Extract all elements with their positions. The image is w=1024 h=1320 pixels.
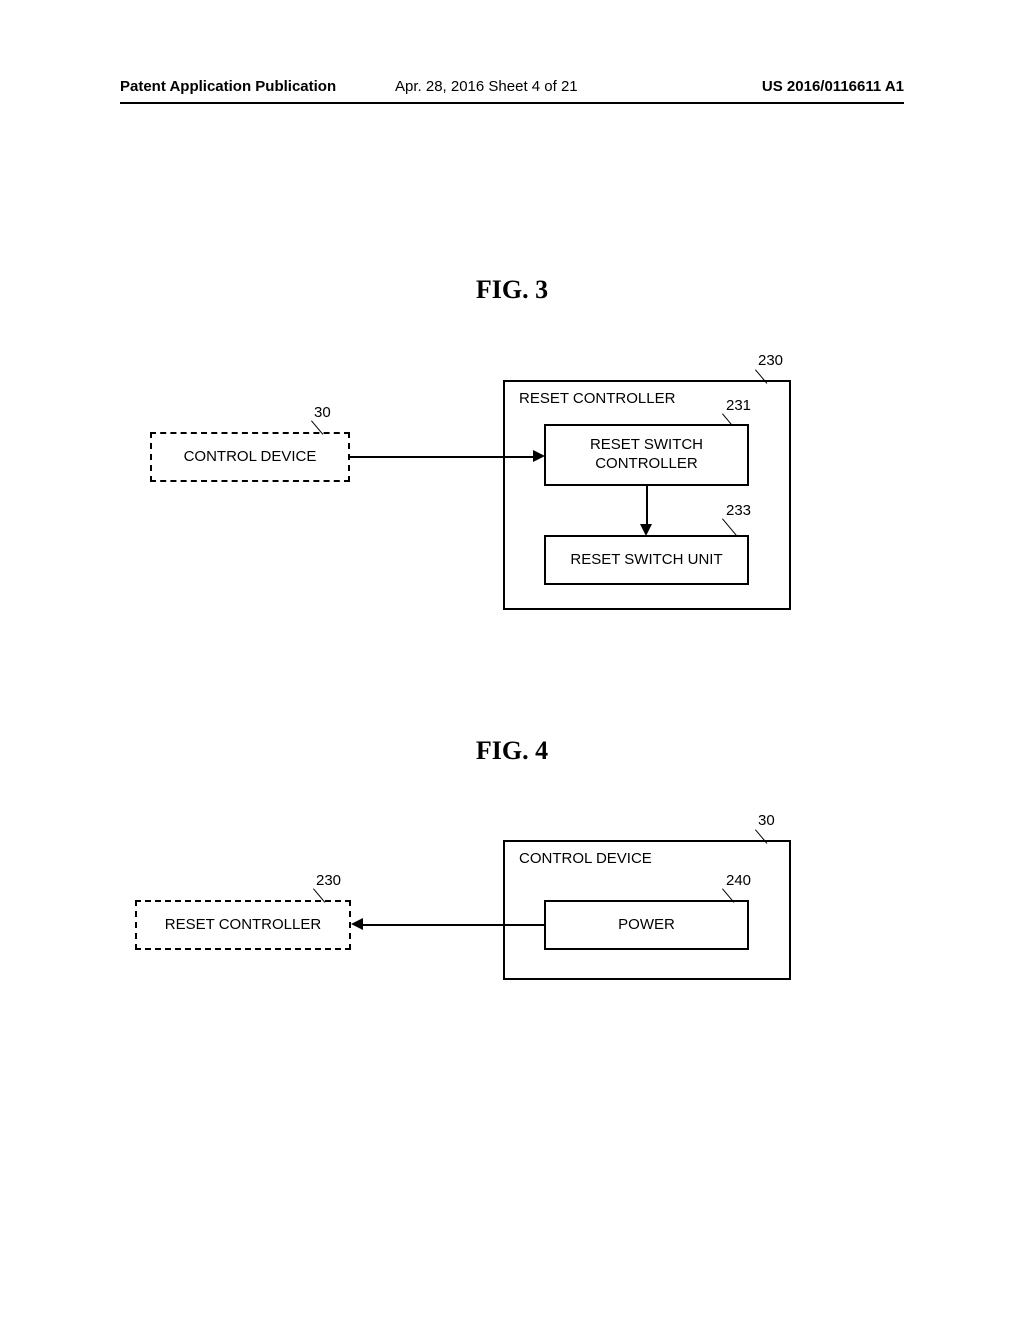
reset-switch-unit-box: RESET SWITCH UNIT: [544, 535, 749, 585]
header-left: Patent Application Publication: [120, 78, 336, 95]
ref-230-fig4: 230: [316, 872, 341, 889]
ref-230-fig3: 230: [758, 352, 783, 369]
control-device-title-fig4: CONTROL DEVICE: [519, 850, 652, 869]
fig3-title: FIG. 3: [0, 275, 1024, 305]
arrow-fig3-h: [350, 456, 536, 458]
arrow-fig4-h: [362, 924, 544, 926]
arrow-fig3-v-head: [640, 524, 652, 536]
reset-controller-title: RESET CONTROLLER: [519, 390, 675, 409]
header-rule: [120, 102, 904, 104]
power-box: POWER: [544, 900, 749, 950]
ref-30-fig3: 30: [314, 404, 331, 421]
ref-240: 240: [726, 872, 751, 889]
reset-switch-controller-box: RESET SWITCH CONTROLLER: [544, 424, 749, 486]
ref-233: 233: [726, 502, 751, 519]
header-right: US 2016/0116611 A1: [762, 78, 904, 95]
fig4-title: FIG. 4: [0, 736, 1024, 766]
arrow-fig3-v: [646, 486, 648, 526]
ref-30-fig4: 30: [758, 812, 775, 829]
reset-controller-box-fig4: RESET CONTROLLER: [135, 900, 351, 950]
control-device-box-fig3: CONTROL DEVICE: [150, 432, 350, 482]
page: Patent Application Publication Apr. 28, …: [0, 0, 1024, 1320]
arrow-fig3-h-head: [533, 450, 545, 462]
header-mid: Apr. 28, 2016 Sheet 4 of 21: [395, 78, 578, 95]
arrow-fig4-h-head: [351, 918, 363, 930]
ref-231: 231: [726, 397, 751, 414]
